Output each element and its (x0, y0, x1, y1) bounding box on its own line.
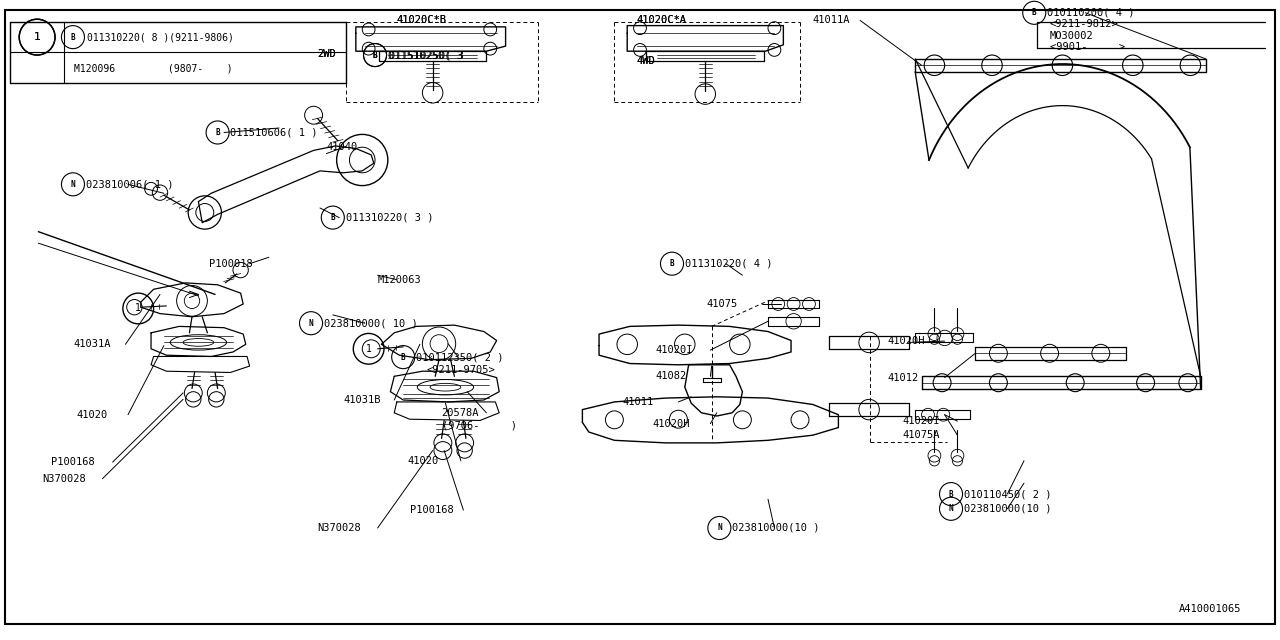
Text: N370028: N370028 (317, 523, 361, 533)
Text: 2WD: 2WD (317, 49, 337, 60)
Text: 010112350( 2 ): 010112350( 2 ) (416, 352, 503, 362)
Text: 1: 1 (366, 344, 371, 354)
Text: 011510606( 1 ): 011510606( 1 ) (230, 127, 317, 138)
Text: 41082: 41082 (655, 371, 686, 381)
Text: 41011A: 41011A (813, 15, 850, 26)
Text: N: N (717, 524, 722, 532)
Text: 1: 1 (33, 32, 41, 42)
Text: 41075A: 41075A (902, 430, 940, 440)
Text: B: B (372, 51, 378, 60)
Text: 1: 1 (33, 32, 41, 42)
Text: 41012: 41012 (887, 372, 918, 383)
Text: N370028: N370028 (42, 474, 86, 484)
Text: N: N (948, 504, 954, 513)
Text: 023810000( 10 ): 023810000( 10 ) (324, 318, 417, 328)
Text: 2WD: 2WD (317, 49, 337, 60)
Text: B: B (1032, 8, 1037, 17)
Text: N: N (70, 180, 76, 189)
Text: <9211-9812>: <9211-9812> (1050, 19, 1119, 29)
Text: P100018: P100018 (209, 259, 252, 269)
Text: 023810006( 1 ): 023810006( 1 ) (86, 179, 173, 189)
Text: 41020: 41020 (77, 410, 108, 420)
Text: B: B (372, 51, 378, 60)
Text: 4WD: 4WD (636, 56, 655, 66)
Text: M120063: M120063 (378, 275, 421, 285)
Text: A410001065: A410001065 (1179, 604, 1242, 614)
Text: B: B (330, 213, 335, 222)
Text: B: B (401, 353, 406, 362)
Text: 41020C*B: 41020C*B (397, 15, 447, 26)
Text: B: B (948, 490, 954, 499)
Text: 41031A: 41031A (73, 339, 110, 349)
Text: P100168: P100168 (410, 505, 453, 515)
Text: <9901-     >: <9901- > (1050, 42, 1125, 52)
Text: N: N (308, 319, 314, 328)
Text: 010110450( 2 ): 010110450( 2 ) (964, 489, 1051, 499)
Text: 1: 1 (136, 303, 141, 314)
Text: 010110200( 4 ): 010110200( 4 ) (1047, 8, 1134, 18)
Text: 011310220( 4 ): 011310220( 4 ) (685, 259, 772, 269)
Text: 41020C*B: 41020C*B (397, 15, 447, 26)
Text: 41040: 41040 (326, 141, 357, 152)
Text: 023810000(10 ): 023810000(10 ) (732, 523, 819, 533)
Text: 023810000(10 ): 023810000(10 ) (964, 504, 1051, 514)
Text: 41020I: 41020I (902, 416, 940, 426)
Text: 20578A: 20578A (442, 408, 479, 418)
Text: <9211-9705>: <9211-9705> (426, 365, 495, 375)
Text: M120096         (9807-    ): M120096 (9807- ) (74, 63, 233, 74)
Text: 011310220( 3 ): 011310220( 3 ) (346, 212, 433, 223)
Text: P100168: P100168 (51, 457, 95, 467)
Text: 41075: 41075 (707, 299, 737, 309)
Text: 41020C*A: 41020C*A (636, 15, 686, 26)
Text: (9706-     ): (9706- ) (442, 420, 517, 431)
Text: 41011: 41011 (622, 397, 653, 407)
Text: 4WD: 4WD (636, 56, 655, 66)
Text: 41020: 41020 (407, 456, 438, 466)
Text: 41020H: 41020H (653, 419, 690, 429)
Text: 41031B: 41031B (343, 395, 380, 405)
Text: B: B (215, 128, 220, 137)
Text: 41020I: 41020I (655, 345, 692, 355)
Text: 011510250( 3: 011510250( 3 (389, 50, 465, 60)
Text: 41020H: 41020H (887, 336, 924, 346)
Text: 41020C*A: 41020C*A (636, 15, 686, 26)
Text: 011510250( 3: 011510250( 3 (388, 50, 463, 60)
Text: B: B (669, 259, 675, 268)
Text: B: B (70, 33, 76, 42)
Text: 011310220( 8 )(9211-9806): 011310220( 8 )(9211-9806) (87, 32, 234, 42)
Text: MO30002: MO30002 (1050, 31, 1093, 41)
